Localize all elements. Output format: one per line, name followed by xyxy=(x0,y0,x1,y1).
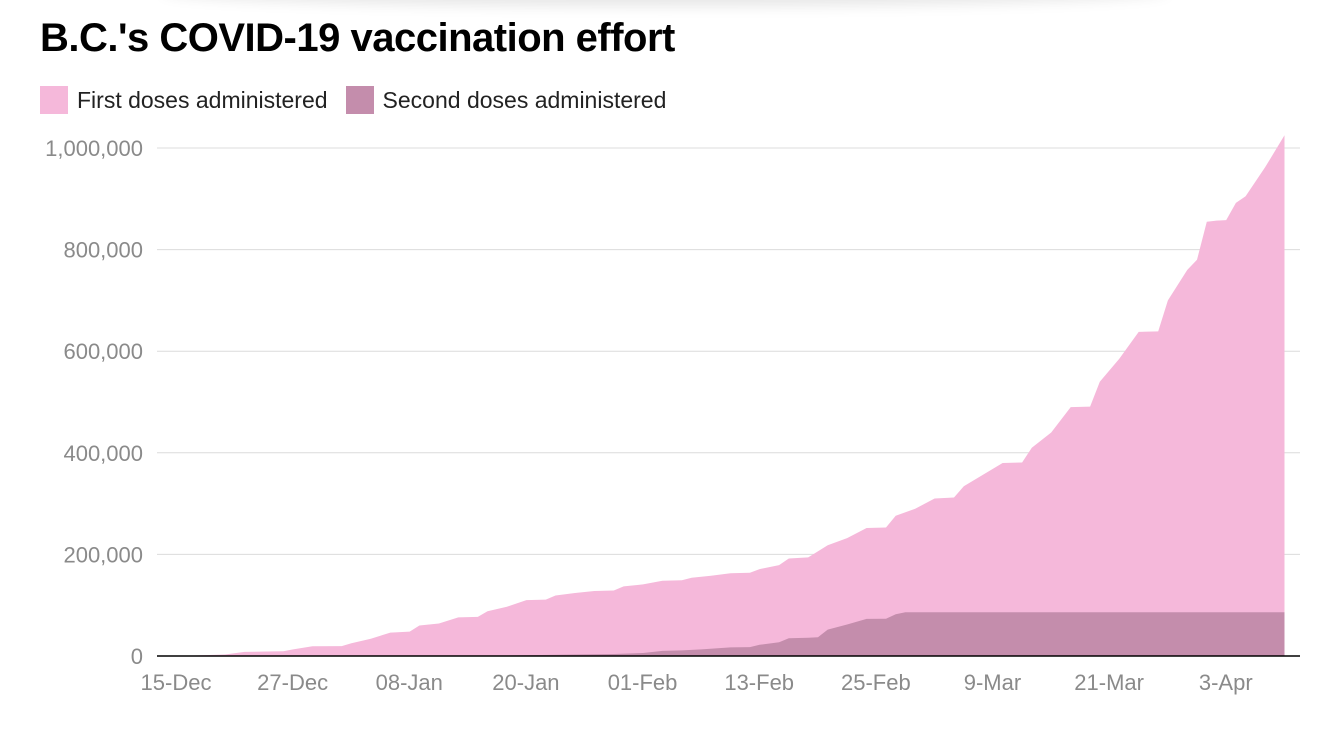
legend-swatch-first-doses xyxy=(40,86,68,114)
y-tick-label: 600,000 xyxy=(63,339,143,364)
x-tick-label: 20-Jan xyxy=(492,670,559,695)
axes: 0 200,000 400,000 600,000 800,000 1,000,000 15… xyxy=(45,136,1300,695)
area-series xyxy=(157,135,1285,657)
y-tick-label: 200,000 xyxy=(63,542,143,567)
legend-item-second-doses: Second doses administered xyxy=(345,86,667,114)
y-tick-label: 1,000,000 xyxy=(45,136,143,161)
y-tick-label: 0 xyxy=(131,644,143,669)
x-tick-label: 13-Feb xyxy=(724,670,794,695)
legend-label-first-doses: First doses administered xyxy=(77,86,328,113)
x-tick-label: 15-Dec xyxy=(141,670,212,695)
series-area-first-doses xyxy=(157,135,1285,657)
legend-label-second-doses: Second doses administered xyxy=(382,86,667,113)
series-area-second-doses xyxy=(157,612,1285,656)
x-tick-label: 01-Feb xyxy=(608,670,678,695)
x-tick-label: 9-Mar xyxy=(964,670,1021,695)
x-tick-label: 08-Jan xyxy=(376,670,443,695)
x-tick-label: 3-Apr xyxy=(1199,670,1253,695)
legend-swatch-second-doses xyxy=(345,86,374,114)
x-tick-label: 27-Dec xyxy=(257,670,328,695)
chart-title: B.C.'s COVID-19 vaccination effort xyxy=(40,16,675,60)
y-tick-label: 400,000 xyxy=(63,441,143,466)
legend-item-first-doses: First doses administered xyxy=(40,86,328,114)
x-tick-label: 21-Mar xyxy=(1074,670,1144,695)
y-tick-label: 800,000 xyxy=(63,238,143,263)
legend: First doses administered Second doses ad… xyxy=(40,86,684,114)
x-tick-label: 25-Feb xyxy=(841,670,911,695)
